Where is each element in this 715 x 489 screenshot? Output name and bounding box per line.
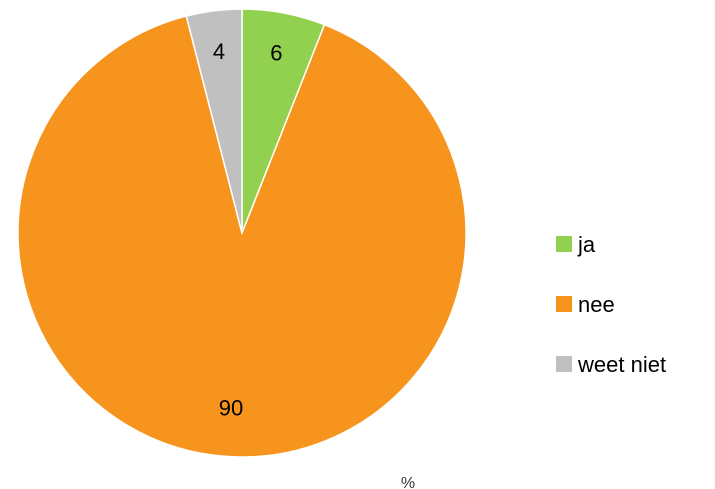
legend: ja nee weet niet bbox=[556, 232, 666, 377]
legend-swatch-ja bbox=[556, 236, 572, 252]
legend-label-nee: nee bbox=[578, 292, 615, 317]
data-label-ja: 6 bbox=[270, 41, 282, 66]
pie-slice-labels: 6 90 4 bbox=[213, 39, 283, 421]
pie-slice-nee bbox=[17, 15, 467, 458]
legend-label-weet-niet: weet niet bbox=[577, 352, 666, 377]
unit-label: % bbox=[401, 475, 415, 489]
data-label-weet-niet: 4 bbox=[213, 39, 225, 64]
legend-swatch-nee bbox=[556, 296, 572, 312]
legend-label-ja: ja bbox=[577, 232, 596, 257]
data-label-nee: 90 bbox=[219, 395, 243, 420]
pie-slices bbox=[17, 8, 467, 458]
pie-slice-weet-niet bbox=[185, 8, 243, 234]
legend-swatch-weet-niet bbox=[556, 356, 572, 372]
